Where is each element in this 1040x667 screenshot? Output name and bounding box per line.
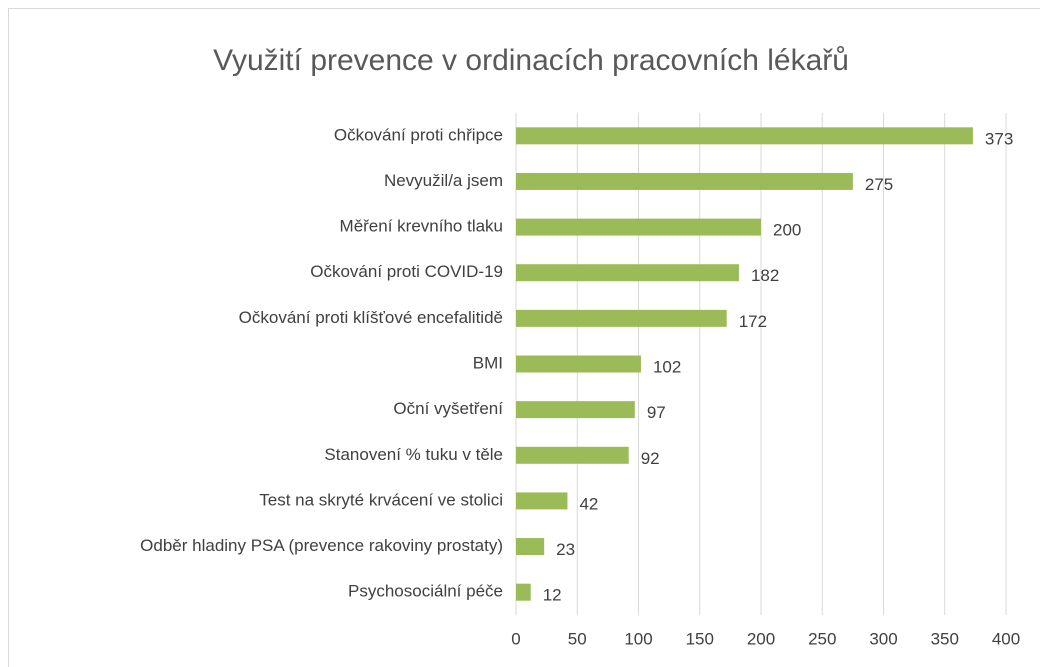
data-label: 23	[556, 540, 575, 559]
chart-frame	[8, 8, 1040, 667]
y-tick-label: Očkování proti COVID-19	[310, 262, 503, 281]
x-tick-label: 350	[931, 629, 959, 648]
y-tick-label: Očkování proti klíšťové encefalitidě	[239, 308, 503, 327]
bar	[516, 172, 853, 190]
x-tick-label: 250	[808, 629, 836, 648]
x-tick-label: 100	[624, 629, 652, 648]
bar	[516, 538, 545, 556]
y-tick-label: Měření krevního tlaku	[340, 217, 503, 236]
data-label: 42	[579, 494, 598, 513]
y-tick-label: Test na skryté krvácení ve stolici	[259, 490, 503, 509]
data-label: 275	[865, 175, 893, 194]
x-tick-label: 150	[686, 629, 714, 648]
y-tick-label: Psychosociální péče	[348, 582, 503, 601]
data-label: 92	[641, 449, 660, 468]
data-label: 12	[543, 586, 562, 605]
y-tick-label: Odběr hladiny PSA (prevence rakoviny pro…	[140, 536, 503, 555]
bar	[516, 583, 531, 601]
bar	[516, 401, 635, 419]
y-tick-label: Nevyužil/a jsem	[384, 171, 503, 190]
y-tick-label: Stanovení % tuku v těle	[324, 445, 503, 464]
y-tick-label: Očkování proti chřipce	[334, 125, 503, 144]
data-label: 373	[985, 129, 1013, 148]
data-label: 172	[739, 312, 767, 331]
x-tick-label: 300	[869, 629, 897, 648]
x-tick-label: 0	[511, 629, 520, 648]
bar	[516, 264, 739, 282]
y-tick-label: Oční vyšetření	[393, 399, 503, 418]
chart-title: Využití prevence v ordinacích pracovních…	[213, 44, 849, 77]
bar	[516, 446, 629, 464]
bar	[516, 492, 568, 510]
bar	[516, 309, 727, 327]
bar	[516, 355, 641, 373]
bar	[516, 127, 973, 145]
x-tick-label: 50	[568, 629, 587, 648]
data-label: 97	[647, 403, 666, 422]
x-tick-label: 400	[992, 629, 1020, 648]
x-tick-label: 200	[747, 629, 775, 648]
data-label: 102	[653, 357, 681, 376]
data-label: 200	[773, 221, 801, 240]
bar	[516, 218, 761, 236]
data-label: 182	[751, 266, 779, 285]
y-tick-label: BMI	[473, 353, 503, 372]
